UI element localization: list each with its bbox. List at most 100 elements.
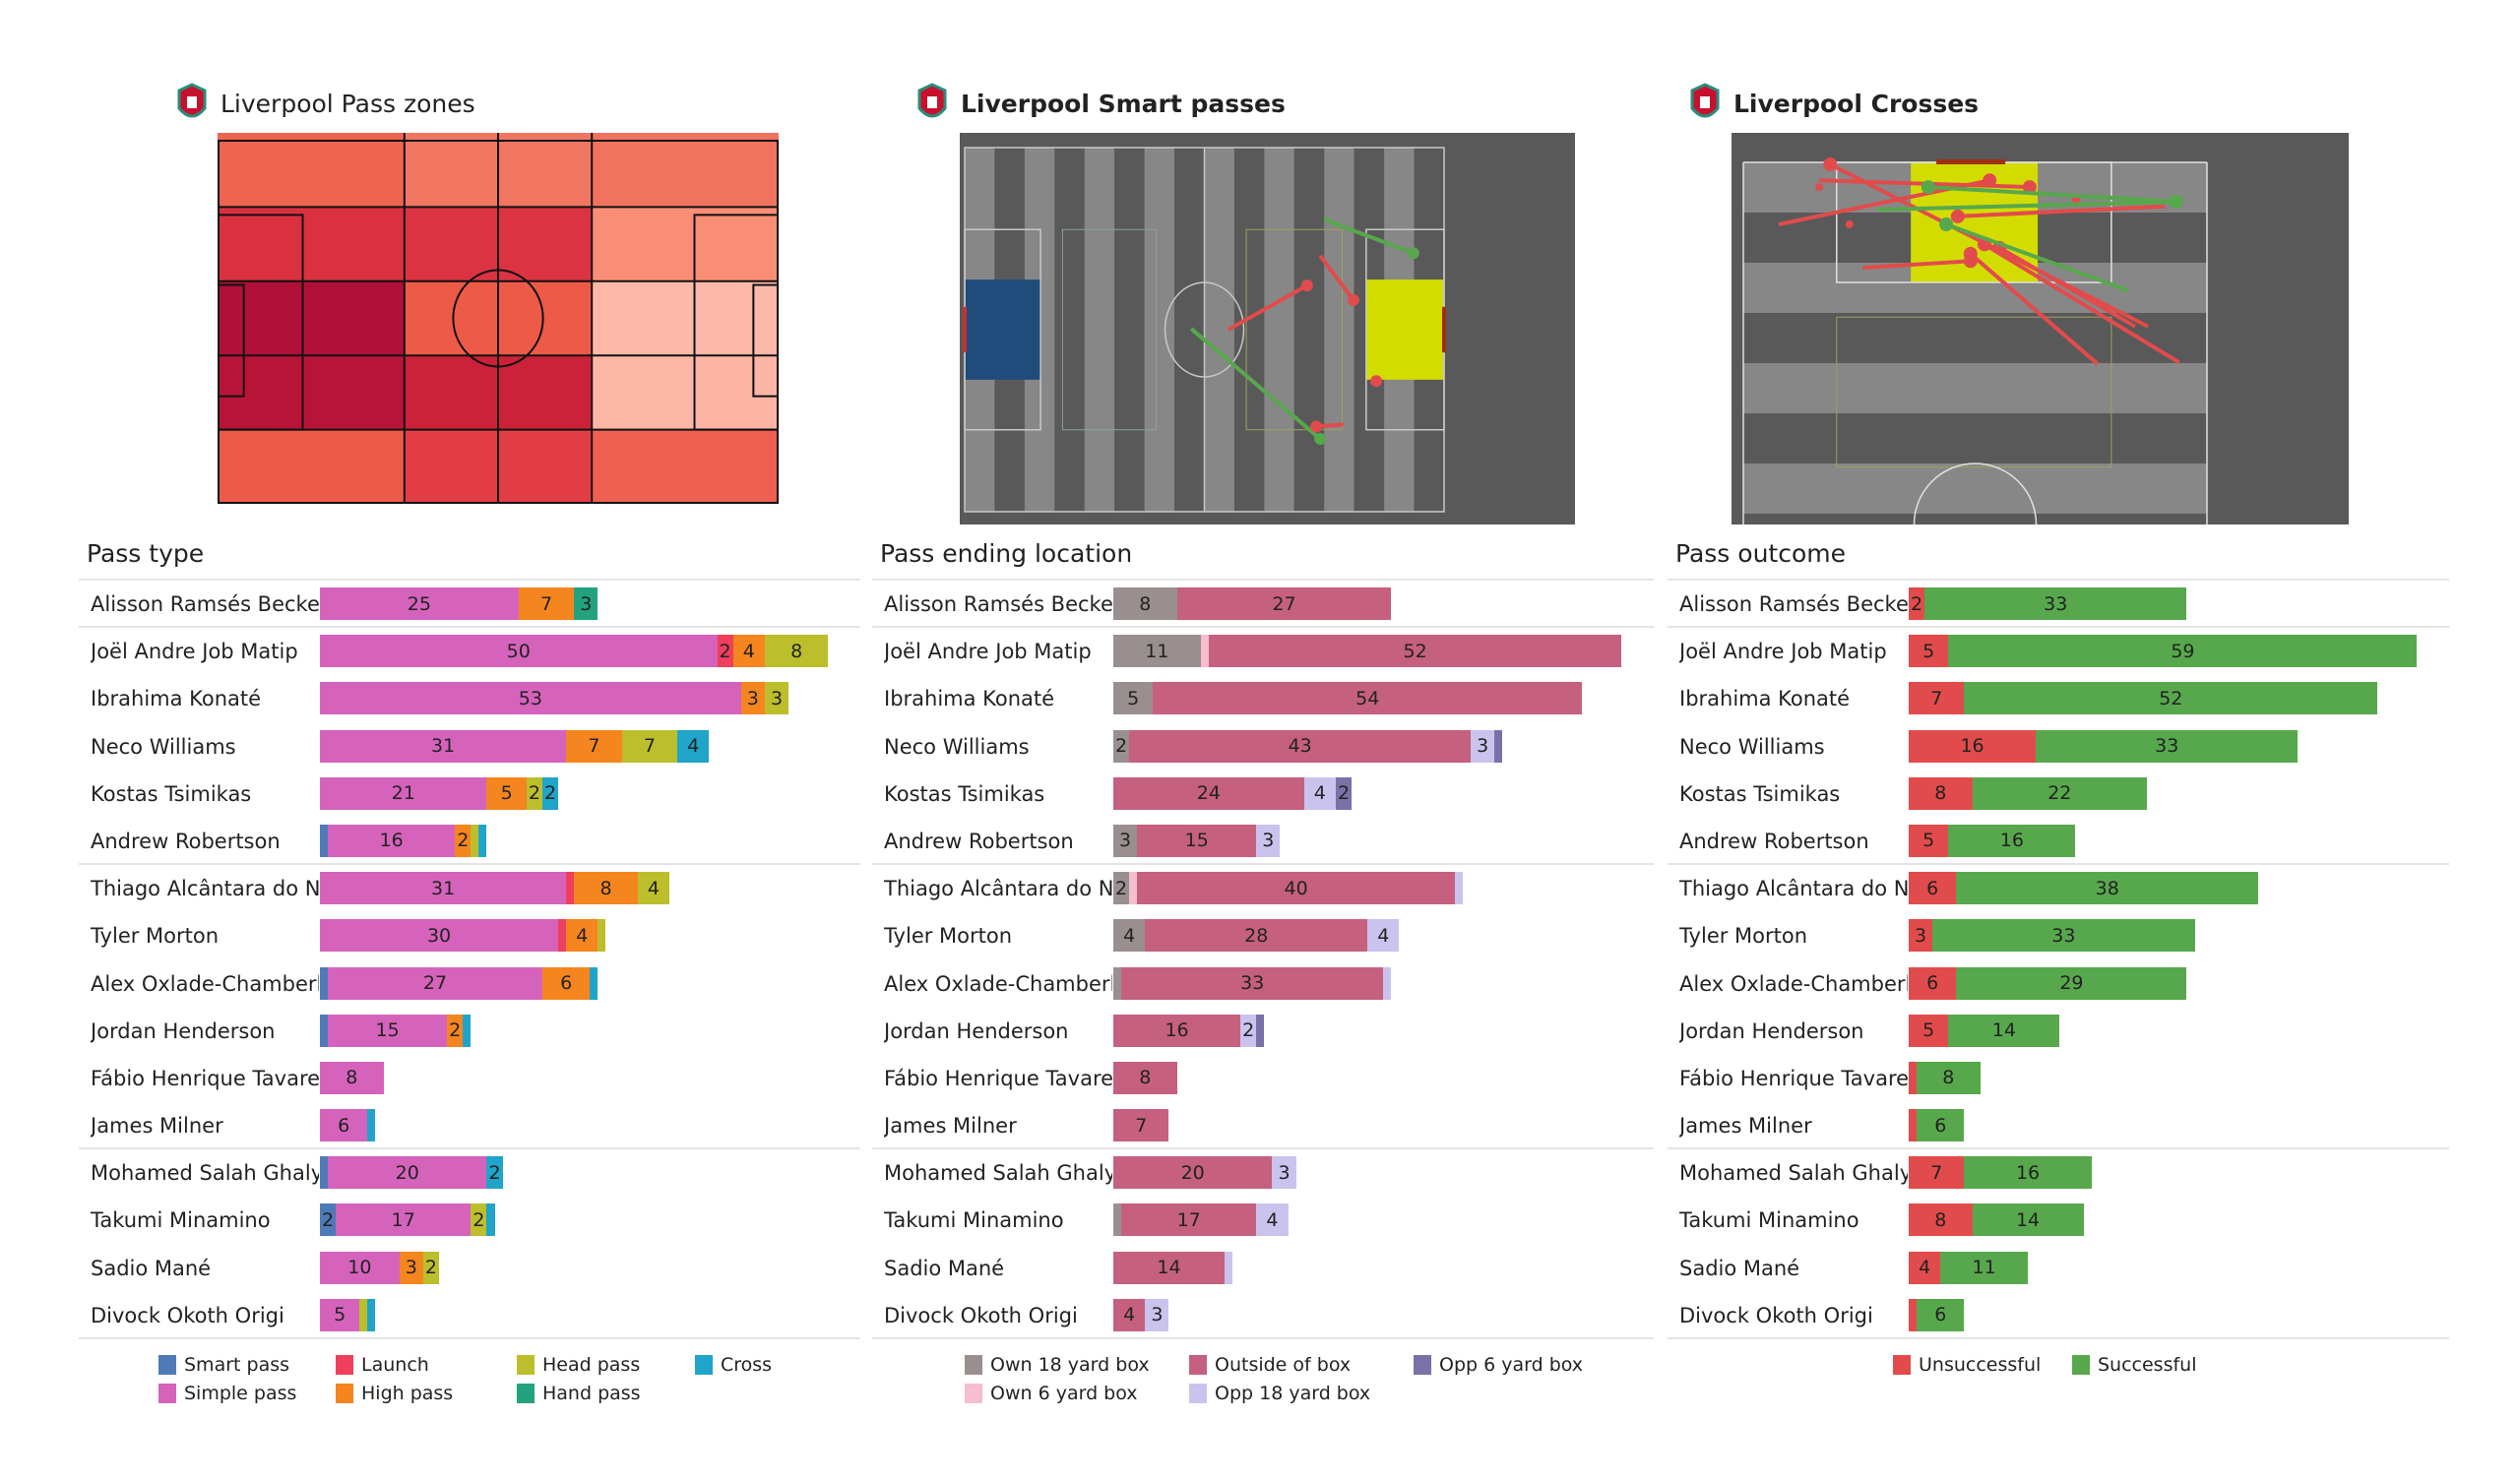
swatch xyxy=(1189,1355,1207,1375)
player-name: Joël Andre Job Matip xyxy=(91,640,298,664)
six-yard-box xyxy=(752,283,779,398)
player-name: Alex Oxlade-Chamberl.. xyxy=(1679,971,1908,996)
stacked-bar: 8 14 xyxy=(1909,1203,2084,1237)
table-row: Divock Okoth Origi 5 xyxy=(79,1292,860,1339)
bar-segment-successful: 6 xyxy=(1917,1109,1965,1142)
bar-segment-head-pass xyxy=(598,919,606,953)
stacked-bar: 5 xyxy=(320,1298,376,1331)
zone-cell xyxy=(498,207,593,282)
legend-outside: Outside of box xyxy=(1189,1354,1351,1376)
stacked-bar: 20 3 xyxy=(1113,1156,1296,1190)
bar-segment-opp-18: 4 xyxy=(1367,919,1400,953)
pass-zones-title: Liverpool Pass zones xyxy=(175,83,475,124)
zone-cell xyxy=(694,429,779,504)
bar-segment-cross xyxy=(463,1014,472,1047)
cross-end-dot-successful xyxy=(2169,194,2183,209)
swatch xyxy=(336,1384,353,1403)
bar-segment-high-pass: 2 xyxy=(447,1014,464,1047)
stacked-bar: 8 xyxy=(320,1061,384,1094)
zone-cell xyxy=(301,207,406,282)
zone-cell xyxy=(592,355,695,431)
bar-segment-unsuccessful: 5 xyxy=(1909,635,1949,668)
table-row: Kostas Tsimikas 24 4 2 xyxy=(872,771,1654,818)
table-row: James Milner 7 xyxy=(872,1102,1654,1150)
bar-segment-opp-18 xyxy=(1224,1251,1233,1284)
table-row: Divock Okoth Origi 4 3 xyxy=(872,1292,1654,1339)
bar-segment-smart-pass xyxy=(320,1014,329,1047)
bar-segment-successful: 8 xyxy=(1917,1061,1981,1094)
table-row: James Milner 6 xyxy=(1668,1102,2449,1150)
player-name: Takumi Minamino xyxy=(91,1208,271,1233)
stacked-bar: 15 2 xyxy=(320,1014,472,1047)
zone-cell xyxy=(404,133,499,208)
bar-segment-head-pass xyxy=(359,1298,368,1331)
zone-cell xyxy=(498,429,593,504)
center-circle xyxy=(1164,281,1245,378)
zone-cell xyxy=(218,280,302,356)
player-name: Andrew Robertson xyxy=(91,829,281,853)
table-row: Thiago Alcântara do N.. 6 38 xyxy=(1668,865,2449,912)
bar-segment-simple-pass: 21 xyxy=(320,776,487,810)
legend-opp-18: Opp 18 yard box xyxy=(1189,1383,1370,1404)
bar-segment-head-pass: 2 xyxy=(422,1251,440,1284)
bar-segment-outside: 28 xyxy=(1145,919,1368,953)
bar-segment-own-6 xyxy=(1200,635,1209,668)
zone-cell xyxy=(404,355,499,431)
bar-segment-unsuccessful: 3 xyxy=(1909,919,1933,953)
cross-end-dot-unsuccessful xyxy=(1963,254,1978,269)
cross-line-unsuccessful xyxy=(1969,252,2100,366)
bar-segment-successful: 33 xyxy=(2036,729,2299,763)
bar-segment-outside: 52 xyxy=(1208,635,1622,668)
pass-type-rows: Alisson Ramsés Becker 25 7 3 Joël Andre Job … xyxy=(79,579,860,1339)
bar-segment-outside: 14 xyxy=(1113,1251,1225,1284)
stacked-bar: 30 4 xyxy=(320,919,606,953)
bar-segment-simple-pass: 15 xyxy=(328,1014,448,1047)
player-name: Fábio Henrique Tavares xyxy=(1679,1066,1908,1090)
swatch xyxy=(1189,1384,1207,1403)
table-row: Alex Oxlade-Chamberl.. 27 6 xyxy=(79,960,860,1008)
stacked-bar: 8 xyxy=(1909,1061,1981,1094)
bar-segment-successful: 11 xyxy=(1940,1251,2029,1284)
bar-segment-launch xyxy=(558,919,567,953)
table-row: Tyler Morton 30 4 xyxy=(79,912,860,959)
stacked-bar: 8 27 xyxy=(1113,587,1392,620)
table-row: Jordan Henderson 5 14 xyxy=(1668,1008,2449,1055)
stacked-bar: 8 22 xyxy=(1909,776,2148,810)
stacked-bar: 2 43 3 xyxy=(1113,729,1503,763)
legend-label: Own 6 yard box xyxy=(990,1383,1138,1404)
legend-label: Opp 6 yard box xyxy=(1439,1354,1584,1376)
stacked-bar: 14 xyxy=(1113,1251,1233,1284)
pass-line-unsuccessful xyxy=(1227,283,1308,332)
zone-cell xyxy=(218,207,302,282)
bar-segment-successful: 33 xyxy=(1924,587,2187,620)
player-name: Ibrahima Konaté xyxy=(884,687,1055,711)
cross-end-dot-successful xyxy=(1939,217,1954,232)
bar-segment-simple-pass: 17 xyxy=(336,1203,472,1237)
goal xyxy=(1936,159,2006,164)
bar-segment-head-pass: 7 xyxy=(621,729,678,763)
goal xyxy=(963,306,967,353)
bar-segment-unsuccessful: 5 xyxy=(1909,1014,1949,1047)
player-name: Neco Williams xyxy=(1679,734,1825,759)
table-row: Neco Williams 16 33 xyxy=(1668,723,2449,771)
stacked-bar: 5 14 xyxy=(1909,1014,2060,1047)
zone-cell xyxy=(694,207,779,282)
bar-segment-simple-pass: 20 xyxy=(328,1156,487,1190)
pass-end-dot-successful xyxy=(1314,433,1327,445)
bar-segment-outside: 7 xyxy=(1113,1109,1169,1142)
player-name: Ibrahima Konaté xyxy=(91,687,262,711)
zone-cell xyxy=(301,355,406,431)
bar-segment-outside: 4 xyxy=(1113,1298,1146,1331)
zone-cell xyxy=(592,429,695,504)
swatch xyxy=(1893,1355,1911,1375)
table-row: Fábio Henrique Tavares 8 xyxy=(1668,1055,2449,1102)
pitch-stripe xyxy=(1114,148,1145,512)
pitch-stripe xyxy=(1233,148,1265,512)
zone-cell xyxy=(694,355,779,431)
stacked-bar: 16 2 xyxy=(1113,1014,1265,1047)
cross-line-unsuccessful xyxy=(1983,242,2180,365)
bar-segment-own-18: 2 xyxy=(1113,872,1130,905)
center-circle-arc xyxy=(1913,462,2038,524)
player-name: Ibrahima Konaté xyxy=(1679,687,1851,711)
